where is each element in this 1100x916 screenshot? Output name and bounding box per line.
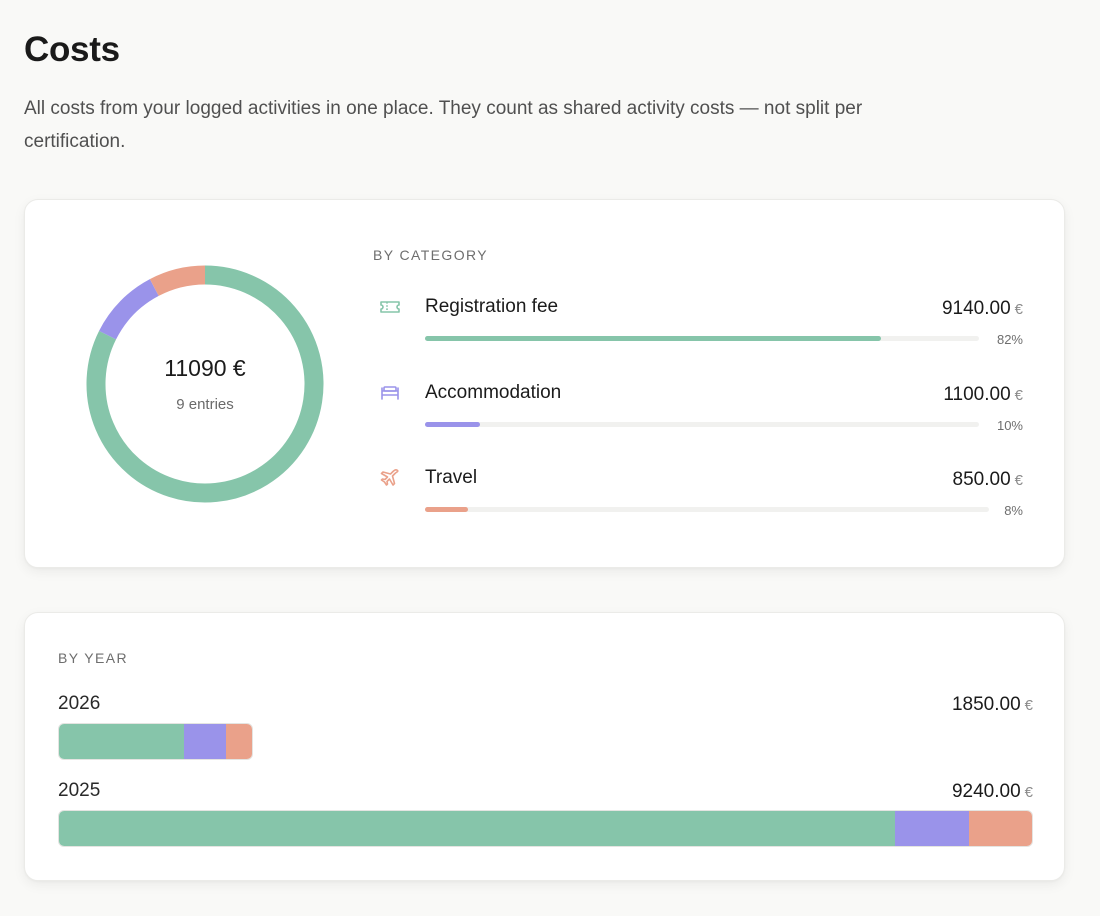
- category-amount: 850.00 €: [952, 469, 1023, 490]
- category-percent: 82%: [996, 332, 1023, 347]
- category-percent: 8%: [1004, 503, 1023, 518]
- category-progress-track: [425, 507, 989, 512]
- donut-entries: 9 entries: [176, 396, 234, 413]
- category-amount: 1100.00 €: [943, 384, 1023, 405]
- category-progress-track: [425, 336, 979, 341]
- plane-icon: [379, 467, 401, 489]
- year-segment-accommodation: [184, 724, 226, 759]
- category-amount: 9140.00 €: [941, 298, 1023, 319]
- donut-svg: [86, 265, 324, 503]
- year-name: 2026: [58, 693, 101, 714]
- year-name: 2025: [58, 780, 101, 801]
- category-row-travel: Travel 850.00 € 8%: [379, 467, 1023, 537]
- category-card: 11090 € 9 entries BY CATEGORY Registrati…: [24, 199, 1065, 568]
- category-row-registration-fee: Registration fee 9140.00 € 82%: [379, 296, 1023, 366]
- category-row-accommodation: Accommodation 1100.00 € 10%: [379, 382, 1023, 452]
- category-progress-track: [425, 422, 979, 427]
- bed-icon: [379, 382, 401, 404]
- section-label-by-category: BY CATEGORY: [373, 247, 488, 263]
- category-progress-fill: [425, 336, 882, 341]
- category-name: Travel: [425, 467, 478, 488]
- year-amount: 9240.00 €: [951, 781, 1033, 802]
- year-card: BY YEAR 2026 1850.00 € 2025 9240.00 €: [24, 612, 1065, 881]
- category-percent: 10%: [996, 418, 1023, 433]
- year-segment-travel: [225, 724, 252, 759]
- year-segment-registration-fee: [59, 811, 896, 846]
- page-description: All costs from your logged activities in…: [24, 98, 863, 152]
- year-segment-accommodation: [895, 811, 969, 846]
- category-name: Registration fee: [425, 296, 559, 317]
- donut-chart: 11090 € 9 entries: [86, 265, 324, 503]
- donut-slice-registration-fee: [86, 265, 324, 503]
- category-name: Accommodation: [425, 382, 562, 403]
- year-stacked-bar: [58, 810, 1033, 847]
- donut-total: 11090 €: [164, 355, 246, 381]
- page-title: Costs: [24, 30, 120, 69]
- category-progress-fill: [425, 507, 469, 512]
- year-stacked-bar: [58, 723, 253, 760]
- donut-slice-travel: [149, 265, 206, 297]
- donut-slice-accommodation: [99, 279, 159, 340]
- category-progress-fill: [425, 422, 480, 427]
- section-label-by-year: BY YEAR: [58, 650, 128, 666]
- ticket-icon: [379, 296, 401, 318]
- year-segment-travel: [968, 811, 1032, 846]
- year-segment-registration-fee: [59, 724, 185, 759]
- year-amount: 1850.00 €: [951, 694, 1033, 715]
